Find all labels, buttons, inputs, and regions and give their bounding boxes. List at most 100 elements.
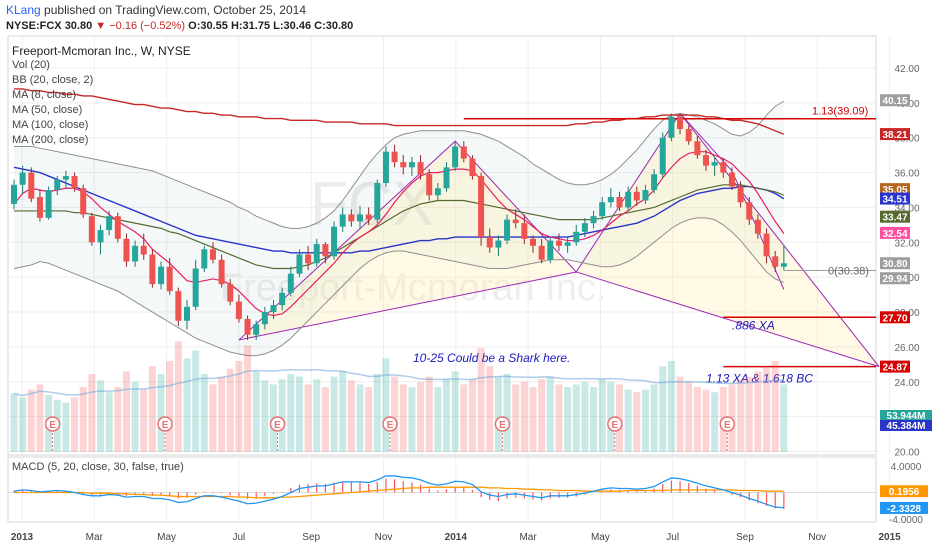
ohlc-line: NYSE:FCX 30.80 ▼ −0.16 (−0.52%) O:30.55 … bbox=[6, 20, 353, 32]
candle-body bbox=[201, 249, 208, 269]
macd-tag bbox=[880, 485, 928, 498]
price-change: −0.16 (−0.52%) bbox=[109, 20, 186, 32]
volume-bar bbox=[633, 392, 641, 452]
earnings-marker[interactable] bbox=[44, 416, 61, 432]
level-label-113: 1.13(39.09) bbox=[812, 106, 868, 118]
candle-body bbox=[71, 176, 78, 189]
macd-pane[interactable] bbox=[7, 456, 877, 523]
volume-bar bbox=[148, 366, 156, 452]
volume-bar bbox=[339, 371, 347, 452]
volume-tag-label: 45.384M bbox=[887, 421, 926, 432]
volume-bar bbox=[209, 384, 217, 452]
annotation-shark: 10-25 Could be a Shark here. bbox=[413, 351, 570, 365]
symbol-label[interactable]: NYSE:FCX bbox=[6, 20, 62, 32]
candle-body bbox=[564, 242, 571, 246]
volume-bar bbox=[529, 387, 537, 452]
candle-body bbox=[11, 184, 17, 204]
volume-bar bbox=[477, 348, 485, 452]
published-text: published on TradingView.com, October 25… bbox=[44, 3, 306, 17]
price-tag bbox=[880, 226, 910, 239]
x-tick-label: Mar bbox=[86, 532, 104, 543]
volume-bar bbox=[650, 384, 658, 452]
author-link[interactable]: KLang bbox=[6, 3, 41, 17]
candle-body bbox=[469, 158, 476, 177]
earnings-marker[interactable] bbox=[157, 416, 173, 432]
legend-ma50[interactable]: MA (50, close) bbox=[12, 104, 83, 116]
volume-bar bbox=[512, 384, 520, 452]
legend-title: Freeport-Mcmoran Inc., W, NYSE bbox=[12, 44, 191, 58]
candle-body bbox=[581, 223, 588, 232]
legend-ma100[interactable]: MA (100, close) bbox=[12, 119, 89, 131]
volume-tag-label: 53.944M bbox=[887, 411, 926, 422]
close-value: C:30.80 bbox=[314, 20, 354, 32]
volume-bar bbox=[598, 379, 606, 452]
volume-bar bbox=[218, 376, 226, 452]
candle-body bbox=[80, 188, 87, 215]
volume-bar bbox=[408, 387, 416, 452]
x-tick-label: May bbox=[591, 532, 610, 543]
earnings-marker[interactable] bbox=[607, 416, 623, 432]
x-tick-label: 2013 bbox=[11, 532, 34, 543]
earnings-marker[interactable] bbox=[719, 416, 736, 432]
volume-bar bbox=[373, 374, 381, 452]
volume-bar bbox=[555, 384, 563, 452]
volume-bar bbox=[780, 384, 788, 452]
volume-bar bbox=[235, 361, 243, 452]
volume-bar bbox=[737, 379, 745, 452]
price-tag-label: 27.70 bbox=[882, 313, 907, 324]
candle-body bbox=[339, 214, 346, 227]
candle-body bbox=[538, 245, 545, 260]
x-tick-label: May bbox=[157, 532, 176, 543]
price-tag bbox=[880, 128, 910, 141]
volume-bar bbox=[702, 389, 710, 452]
legend-ma200[interactable]: MA (200, close) bbox=[12, 134, 89, 146]
price-tag bbox=[880, 192, 910, 205]
earnings-marker[interactable] bbox=[494, 416, 511, 432]
legend-vol[interactable]: Vol (20) bbox=[12, 59, 50, 71]
candle-body bbox=[573, 231, 580, 243]
volume-bar bbox=[200, 374, 208, 452]
legend-bb[interactable]: BB (20, close, 2) bbox=[12, 74, 94, 86]
macd-signal-line bbox=[14, 486, 784, 499]
earnings-marker[interactable] bbox=[269, 416, 286, 432]
candle-body bbox=[149, 254, 156, 285]
price-tag-label: 30.80 bbox=[882, 259, 907, 270]
price-tag-label: 29.94 bbox=[882, 274, 907, 285]
volume-bar bbox=[62, 402, 70, 452]
volume-bar bbox=[244, 345, 252, 452]
volume-bar bbox=[382, 358, 390, 452]
candle-body bbox=[434, 188, 441, 196]
candle-body bbox=[754, 219, 761, 234]
volume-tag bbox=[880, 410, 932, 421]
legend-macd[interactable]: MACD (5, 20, close, 30, false, true) bbox=[12, 461, 184, 473]
candle-body bbox=[227, 284, 234, 302]
volume-bar bbox=[304, 384, 312, 452]
price-tag-label: 40.15 bbox=[882, 96, 907, 107]
candle-body bbox=[504, 219, 511, 241]
candle-body bbox=[780, 263, 787, 267]
earnings-marker[interactable] bbox=[382, 416, 398, 432]
y-tick-label: 20.00 bbox=[894, 448, 919, 459]
candle-body bbox=[763, 233, 770, 257]
x-tick-label: Jul bbox=[233, 532, 246, 543]
x-tick-label: Nov bbox=[808, 532, 826, 543]
volume-bar bbox=[754, 371, 762, 452]
candle-body bbox=[184, 306, 190, 321]
y-tick-label: 24.00 bbox=[894, 378, 919, 389]
volume-bar bbox=[287, 374, 295, 452]
candle-body bbox=[253, 324, 260, 335]
macd-y-tick-label: 4.0000 bbox=[891, 462, 922, 473]
macd-line bbox=[13, 475, 784, 509]
candle-body bbox=[616, 196, 623, 208]
price-tag bbox=[880, 210, 910, 223]
candle-body bbox=[625, 191, 632, 208]
volume-ma-line bbox=[13, 368, 784, 397]
candle-body bbox=[521, 223, 528, 239]
volume-bar bbox=[192, 350, 200, 452]
volume-bar bbox=[520, 381, 528, 452]
candle-body bbox=[400, 162, 407, 168]
legend-ma8[interactable]: MA (8, close) bbox=[12, 89, 77, 101]
candle-body bbox=[166, 266, 173, 292]
candle-body bbox=[512, 219, 519, 224]
